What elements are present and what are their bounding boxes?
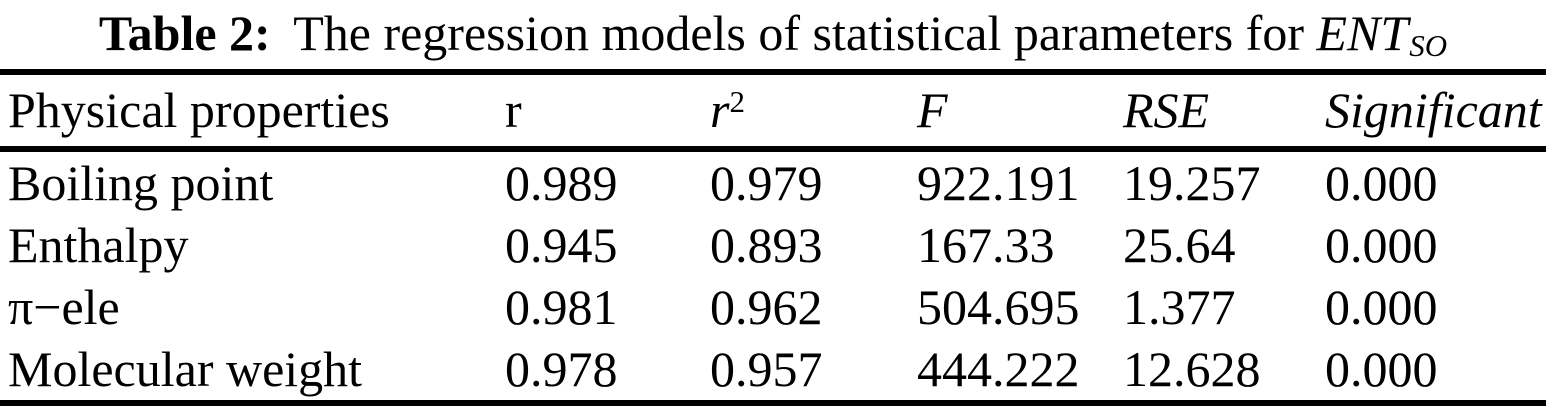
cell-r: 0.981 xyxy=(505,279,618,335)
table-caption-variable: ENT xyxy=(1316,5,1409,61)
cell-r: 0.978 xyxy=(505,341,618,397)
cell-r-squared: 0.957 xyxy=(710,341,823,397)
cell-f: 922.191 xyxy=(917,155,1080,211)
table-caption-variable-subscript: SO xyxy=(1409,27,1448,63)
cell-property: Boiling point xyxy=(8,155,274,211)
cell-significant: 0.000 xyxy=(1325,217,1438,273)
cell-f: 444.222 xyxy=(917,341,1080,397)
cell-f: 504.695 xyxy=(917,279,1080,335)
table-caption-text: The regression models of statistical par… xyxy=(293,5,1304,61)
cell-rse: 25.64 xyxy=(1123,217,1236,273)
col-header-r-squared: r2 xyxy=(710,75,917,146)
col-header-r: r xyxy=(505,82,522,138)
cell-property: Molecular weight xyxy=(8,341,363,397)
cell-r-squared: 0.979 xyxy=(710,155,823,211)
col-header-r-squared-exponent: 2 xyxy=(729,83,745,119)
cell-significant: 0.000 xyxy=(1325,155,1438,211)
table-caption: Table 2: The regression models of statist… xyxy=(0,0,1546,69)
cell-significant: 0.000 xyxy=(1325,279,1438,335)
regression-table: Physical properties r r2 F RSE Significa… xyxy=(0,69,1546,406)
table-caption-label: Table 2: xyxy=(98,5,271,61)
cell-f: 167.33 xyxy=(917,217,1055,273)
cell-significant: 0.000 xyxy=(1325,341,1438,397)
cell-r: 0.989 xyxy=(505,155,618,211)
col-header-f: F xyxy=(917,82,948,138)
col-header-significant: Significant xyxy=(1325,82,1542,138)
table-body: Boiling point 0.989 0.979 922.191 19.257… xyxy=(0,152,1546,400)
cell-r-squared: 0.893 xyxy=(710,217,823,273)
cell-r-squared: 0.962 xyxy=(710,279,823,335)
cell-property: π−ele xyxy=(8,279,120,335)
table-header-row: Physical properties r r2 F RSE Significa… xyxy=(0,75,1546,152)
col-header-r-squared-base: r xyxy=(710,82,730,138)
cell-rse: 1.377 xyxy=(1123,279,1236,335)
col-header-physical-properties: Physical properties xyxy=(8,82,390,138)
cell-r: 0.945 xyxy=(505,217,618,273)
cell-rse: 12.628 xyxy=(1123,341,1261,397)
cell-rse: 19.257 xyxy=(1123,155,1261,211)
col-header-rse: RSE xyxy=(1123,82,1210,138)
cell-property: Enthalpy xyxy=(8,217,189,273)
